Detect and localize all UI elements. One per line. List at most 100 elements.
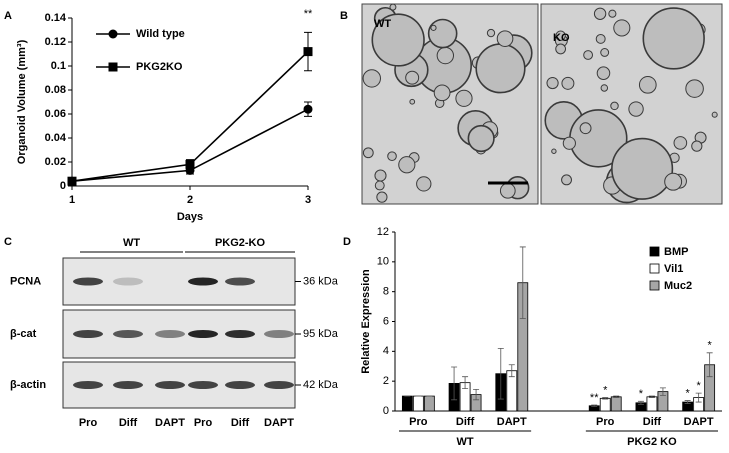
error-bar [451,366,458,401]
panel-label: D [343,236,351,248]
significance: ** [590,392,599,404]
y-tick-label: 0.08 [45,84,66,96]
y-axis-label: Organoid Volume (mm³) [16,39,28,164]
bar [646,396,658,412]
organoid [496,30,514,47]
panel-label: B [340,10,348,22]
organoid [561,174,572,186]
organoid [579,122,592,135]
blot-row-label: β-actin [10,379,46,391]
organoid [405,70,420,85]
legend-label: BMP [664,246,688,258]
x-axis-label: Days [177,211,203,223]
organoid [430,24,437,31]
x-tick-label: DAPT [497,416,527,428]
y-tick-label: 0.14 [45,12,67,24]
bar [401,395,413,412]
blot-group-label: PKG2-KO [215,237,266,249]
y-tick-label: 0.12 [45,36,66,48]
error-bar [473,388,480,401]
error-bar [519,246,526,319]
organoid [642,7,705,70]
group-label: WT [457,436,474,448]
error-bar [591,404,598,407]
blot-band [73,330,103,338]
blot-band [155,330,185,338]
marker [303,47,313,57]
y-tick-label: 8 [383,286,389,298]
marker [185,159,195,169]
organoid [685,79,704,98]
blot-band [155,381,185,389]
blot-band [225,381,255,389]
organoid [562,136,576,150]
panel-label: A [4,10,12,22]
organoid [555,43,567,55]
error-bar [706,352,713,378]
y-axis-label: Relative Expression [360,269,372,374]
error-bar [602,397,609,400]
organoid [600,48,610,57]
blot-lane-label: DAPT [264,417,294,429]
organoid [376,191,388,203]
organoid [433,84,451,102]
significance: * [686,387,691,399]
organoid [486,28,496,38]
marker [67,176,77,186]
x-tick-label: Diff [643,416,662,428]
significance: * [708,340,713,352]
organoid [409,98,416,105]
error-bar [648,395,655,398]
x-tick-label: Pro [409,416,428,428]
organoid [711,111,718,118]
organoid [638,75,657,94]
organoid [611,137,674,200]
significance: * [639,388,644,400]
image-label: KO [553,32,570,44]
y-tick-label: 6 [383,315,389,327]
organoid [593,7,607,20]
blot-lane-label: Pro [79,417,98,429]
panel-label: C [4,236,12,248]
organoid [499,182,516,199]
x-tick-label: Diff [456,416,475,428]
error-bar [659,387,666,396]
legend-swatch [649,280,660,291]
y-tick-label: 0.04 [45,132,67,144]
error-bar [508,364,515,378]
error-bar [695,392,702,403]
bar [423,395,435,412]
blot-band [264,330,294,338]
y-tick-label: 2 [383,375,389,387]
legend-marker [108,62,118,72]
blot-band [73,381,103,389]
marker [303,104,313,114]
significance: * [603,384,608,396]
organoid [613,19,631,37]
organoid [551,148,557,154]
blot-band [188,381,218,389]
bar [599,397,611,412]
error-bar [497,347,504,400]
organoid [555,30,566,41]
error-bar [462,376,469,390]
organoid [427,18,458,49]
blot-lane-label: DAPT [155,417,185,429]
blot-lane-label: Pro [194,417,213,429]
blot-row-label: β-cat [10,328,37,340]
blot-band [113,330,143,338]
organoid [436,46,455,65]
y-tick-label: 0.02 [45,156,66,168]
legend-swatch [649,246,660,257]
organoid [546,76,559,90]
bar [610,396,622,412]
organoid [362,147,374,159]
organoid [455,89,473,107]
blot-row-label: PCNA [10,275,41,287]
organoid [595,33,606,44]
significance: * [697,380,702,392]
organoid [467,124,495,153]
organoid [374,180,385,191]
error-bar [637,400,644,405]
y-tick-label: 0 [60,180,66,192]
